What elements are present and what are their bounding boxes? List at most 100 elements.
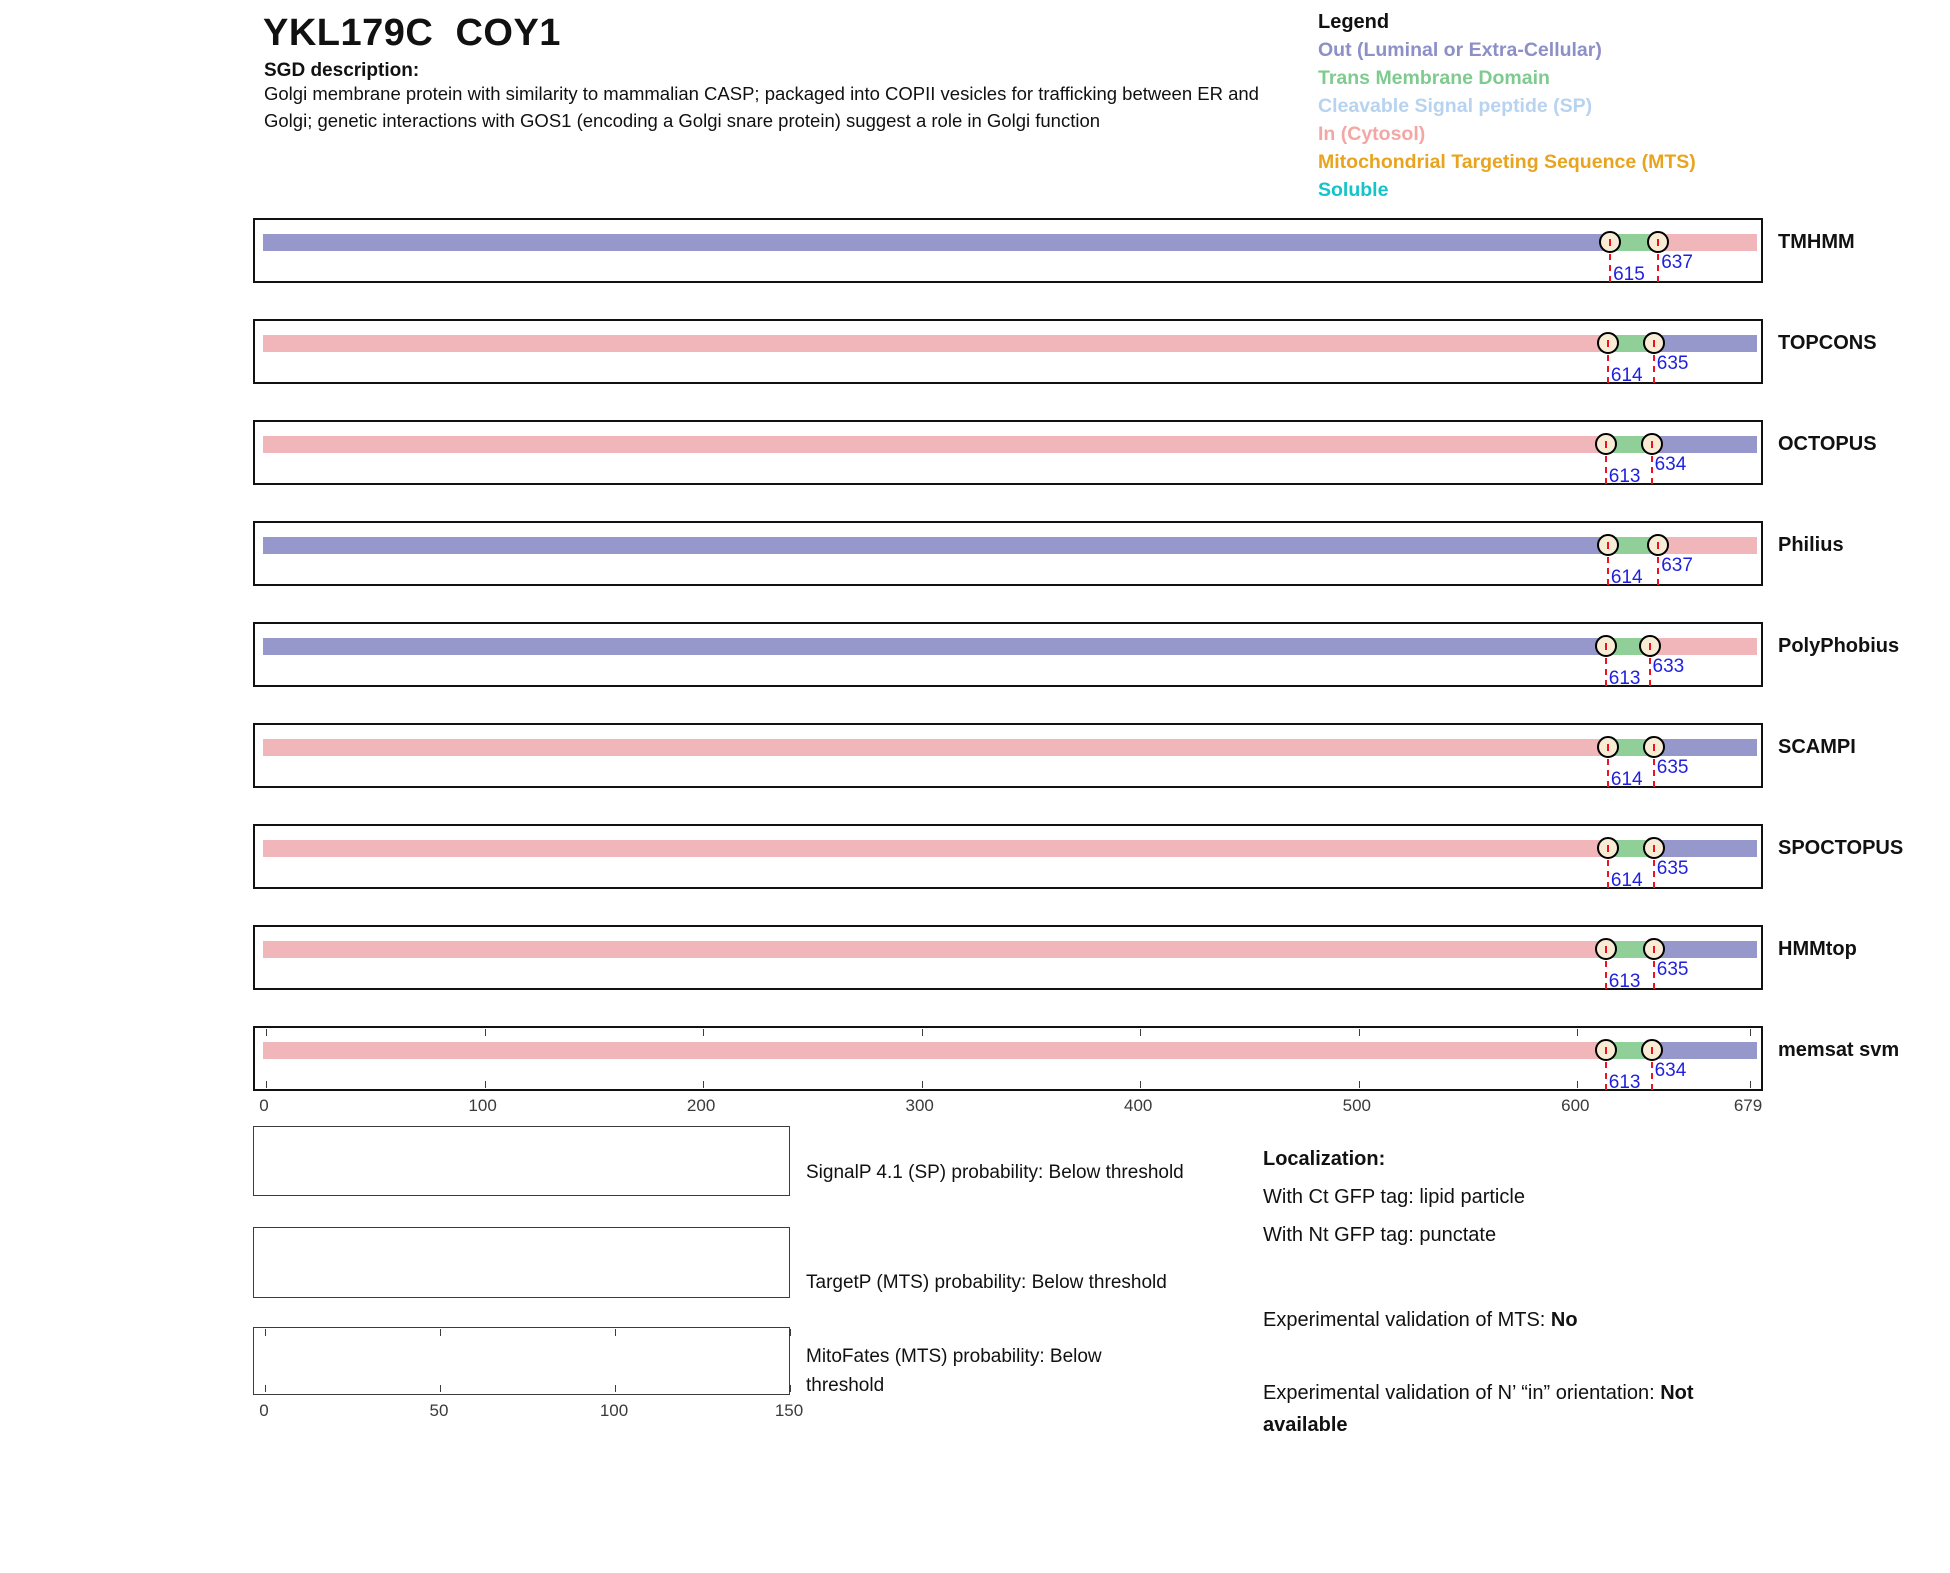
- tm-boundary-inner-dash: [1604, 1047, 1607, 1054]
- tm-boundary-value: 635: [1656, 757, 1689, 778]
- tm-boundary-inner-dash: [1657, 542, 1660, 549]
- tm-boundary-inner-dash: [1657, 239, 1660, 246]
- tm-boundary-value: 635: [1656, 959, 1689, 980]
- tm-boundary-line: [1657, 546, 1660, 585]
- axis-tick: [921, 1029, 923, 1036]
- tm-boundary-value: 637: [1661, 555, 1693, 576]
- legend-title: Legend: [1318, 11, 1390, 33]
- track-label-polyphobius: PolyPhobius: [1778, 635, 1900, 657]
- segment-tm: [1607, 840, 1654, 857]
- mitofates-axis-tick: [265, 1329, 266, 1336]
- tm-boundary-line: [1604, 950, 1607, 989]
- track-box-octopus: 613 634: [253, 420, 1763, 487]
- tm-boundary-value: 633: [1652, 656, 1685, 677]
- track-label-topcons: TOPCONS: [1778, 332, 1877, 354]
- mitofates-axis-tick: [790, 1385, 791, 1392]
- segment-in: [1658, 537, 1757, 554]
- segment-out: [1653, 941, 1757, 958]
- tm-boundary-value: 613: [1608, 668, 1641, 689]
- axis-tick: [1140, 1081, 1142, 1088]
- tm-boundary-inner-dash: [1648, 643, 1651, 650]
- segment-out: [263, 638, 1606, 655]
- axis-tick: [484, 1029, 486, 1036]
- tm-boundary-inner-dash: [1652, 340, 1655, 347]
- axis-tick: [1577, 1029, 1579, 1036]
- tm-boundary-value: 614: [1610, 870, 1643, 891]
- tm-boundary-inner-dash: [1604, 643, 1607, 650]
- tm-boundary-value: 614: [1610, 365, 1643, 386]
- track-box-hmmtop: 613 635: [253, 925, 1763, 991]
- segment-in: [263, 335, 1608, 352]
- tm-boundary-value: 613: [1608, 1072, 1641, 1093]
- orientation-validation-line: Experimental validation of N’ “in” orien…: [1263, 1377, 1748, 1441]
- axis-tick: [703, 1029, 705, 1036]
- tm-boundary-value: 614: [1610, 769, 1643, 790]
- targetp-plot-label: TargetP (MTS) probability: Below thresho…: [806, 1272, 1167, 1293]
- segment-tm: [1605, 941, 1654, 958]
- segment-in: [263, 1042, 1606, 1059]
- signalp-plot-box: [253, 1126, 790, 1196]
- residue-axis-label: 0: [259, 1096, 269, 1115]
- tm-boundary-value: 613: [1608, 466, 1641, 487]
- segment-tm: [1607, 537, 1659, 554]
- tm-boundary-inner-dash: [1652, 946, 1655, 953]
- tm-boundary-inner-dash: [1609, 239, 1612, 246]
- legend-item-soluble: Soluble: [1318, 179, 1389, 201]
- axis-tick: [266, 1081, 267, 1088]
- tm-boundary-inner-dash: [1604, 441, 1607, 448]
- segment-out: [263, 234, 1611, 251]
- track-label-scampi: SCAMPI: [1778, 736, 1856, 758]
- legend-item-tm: Trans Membrane Domain: [1318, 67, 1550, 89]
- segment-in: [1658, 234, 1757, 251]
- axis-tick: [1358, 1029, 1360, 1036]
- tm-boundary-line: [1606, 344, 1609, 383]
- residue-axis-label: 100: [468, 1096, 497, 1115]
- segment-out: [263, 537, 1608, 554]
- tm-boundary-value: 637: [1661, 252, 1693, 273]
- track-box-scampi: 614 635: [253, 723, 1763, 790]
- tm-boundary-inner-dash: [1606, 744, 1609, 751]
- tm-boundary-inner-dash: [1604, 946, 1607, 953]
- tm-boundary-value: 635: [1656, 353, 1689, 374]
- orientation-validation-value: Not available: [1263, 1382, 1694, 1436]
- segment-out: [1651, 436, 1757, 453]
- mitofates-plot-box: [253, 1327, 791, 1395]
- track-label-octopus: OCTOPUS: [1778, 433, 1877, 455]
- mts-validation-label: Experimental validation of MTS:: [1263, 1309, 1551, 1331]
- tm-boundary-line: [1652, 950, 1655, 989]
- axis-tick: [1140, 1029, 1142, 1036]
- tm-boundary-line: [1652, 344, 1655, 383]
- targetp-plot-box: [253, 1227, 790, 1298]
- orientation-validation-label: Experimental validation of N’ “in” orien…: [1263, 1382, 1661, 1404]
- axis-tick: [1358, 1081, 1360, 1088]
- tm-boundary-line: [1652, 748, 1655, 787]
- segment-tm: [1607, 739, 1654, 756]
- mitofates-axis-tick: [790, 1329, 791, 1336]
- track-label-spoctopus: SPOCTOPUS: [1778, 837, 1904, 859]
- tm-boundary-line: [1648, 647, 1651, 686]
- mts-validation-value: No: [1550, 1309, 1578, 1331]
- tm-boundary-value: 614: [1610, 567, 1643, 588]
- segment-tm: [1605, 1042, 1652, 1059]
- signalp-plot-label: SignalP 4.1 (SP) probability: Below thre…: [806, 1162, 1184, 1183]
- axis-tick: [921, 1081, 923, 1088]
- mitofates-axis-tick: [265, 1385, 266, 1392]
- legend-item-in: In (Cytosol): [1318, 123, 1426, 145]
- segment-out: [1651, 1042, 1757, 1059]
- residue-axis-label: 500: [1342, 1096, 1371, 1115]
- axis-tick: [703, 1081, 705, 1088]
- tm-boundary-line: [1606, 546, 1609, 585]
- mts-validation-line: Experimental validation of MTS: No: [1263, 1309, 1578, 1332]
- axis-tick: [1750, 1081, 1751, 1088]
- legend-item-out: Out (Luminal or Extra-Cellular): [1318, 39, 1602, 61]
- tm-boundary-inner-dash: [1606, 542, 1609, 549]
- track-box-tmhmm: 615 637: [253, 218, 1763, 284]
- mitofates-axis-tick: [440, 1329, 441, 1336]
- sgd-description-text: Golgi membrane protein with similarity t…: [264, 83, 1259, 131]
- track-box-topcons: 614 635: [253, 319, 1763, 386]
- tm-boundary-line: [1604, 1051, 1607, 1090]
- mitofates-plot-label: MitoFates (MTS) probability: Below thres…: [806, 1346, 1102, 1396]
- axis-tick: [484, 1081, 486, 1088]
- segment-tm: [1610, 234, 1659, 251]
